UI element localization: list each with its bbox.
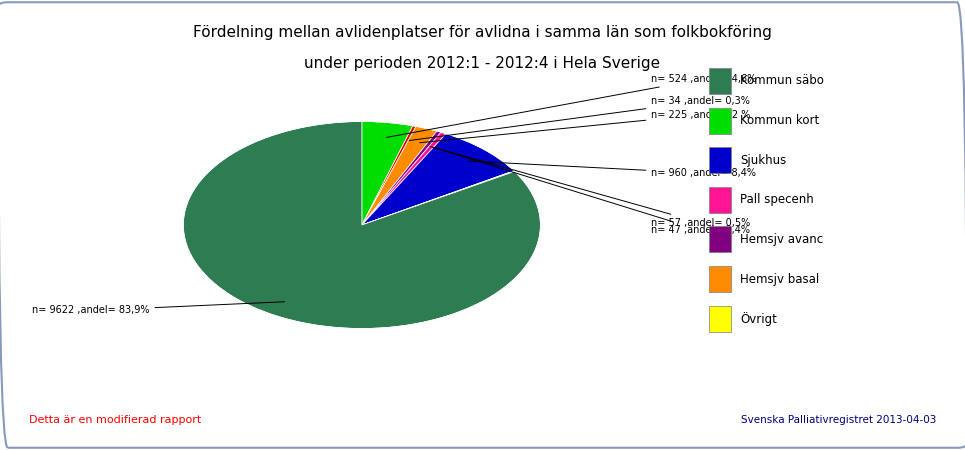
PathPatch shape [362, 126, 416, 225]
Text: Detta är en modifierad rapport: Detta är en modifierad rapport [29, 415, 201, 425]
PathPatch shape [362, 171, 514, 225]
Text: n= 225 ,andel= 2 %: n= 225 ,andel= 2 % [420, 110, 751, 143]
PathPatch shape [362, 134, 514, 225]
Text: Kommun säbo: Kommun säbo [740, 75, 824, 87]
PathPatch shape [183, 122, 540, 328]
Text: Fördelning mellan avlidenplatser för avlidna i samma län som folkbokföring: Fördelning mellan avlidenplatser för avl… [193, 25, 772, 40]
Text: Övrigt: Övrigt [740, 311, 777, 326]
Text: n= 9622 ,andel= 83,9%: n= 9622 ,andel= 83,9% [32, 302, 285, 315]
Text: Pall specenh: Pall specenh [740, 194, 813, 206]
PathPatch shape [362, 132, 446, 225]
Bar [709, 266, 731, 292]
Bar [709, 226, 731, 252]
PathPatch shape [362, 131, 441, 225]
Text: Svenska Palliativregistret 2013-04-03: Svenska Palliativregistret 2013-04-03 [741, 415, 936, 425]
Bar [709, 187, 731, 213]
PathPatch shape [362, 171, 514, 225]
PathPatch shape [362, 126, 437, 225]
PathPatch shape [362, 122, 413, 225]
Text: Hemsjv basal: Hemsjv basal [740, 273, 819, 285]
Bar [709, 306, 731, 332]
Text: Kommun kort: Kommun kort [740, 114, 819, 127]
Bar [709, 147, 731, 173]
Text: n= 34 ,andel= 0,3%: n= 34 ,andel= 0,3% [409, 96, 750, 140]
Text: n= 57 ,andel= 0,5%: n= 57 ,andel= 0,5% [434, 148, 751, 228]
Text: n= 960 ,andel= 8,4%: n= 960 ,andel= 8,4% [469, 161, 757, 178]
Text: Hemsjv avanc: Hemsjv avanc [740, 233, 823, 246]
Bar [709, 68, 731, 94]
Text: Sjukhus: Sjukhus [740, 154, 786, 166]
Bar [709, 108, 731, 134]
Text: under perioden 2012:1 - 2012:4 i Hela Sverige: under perioden 2012:1 - 2012:4 i Hela Sv… [304, 56, 661, 71]
Text: n= 524 ,andel= 4,6%: n= 524 ,andel= 4,6% [386, 74, 757, 137]
Text: n= 47 ,andel= 0,4%: n= 47 ,andel= 0,4% [430, 146, 751, 235]
